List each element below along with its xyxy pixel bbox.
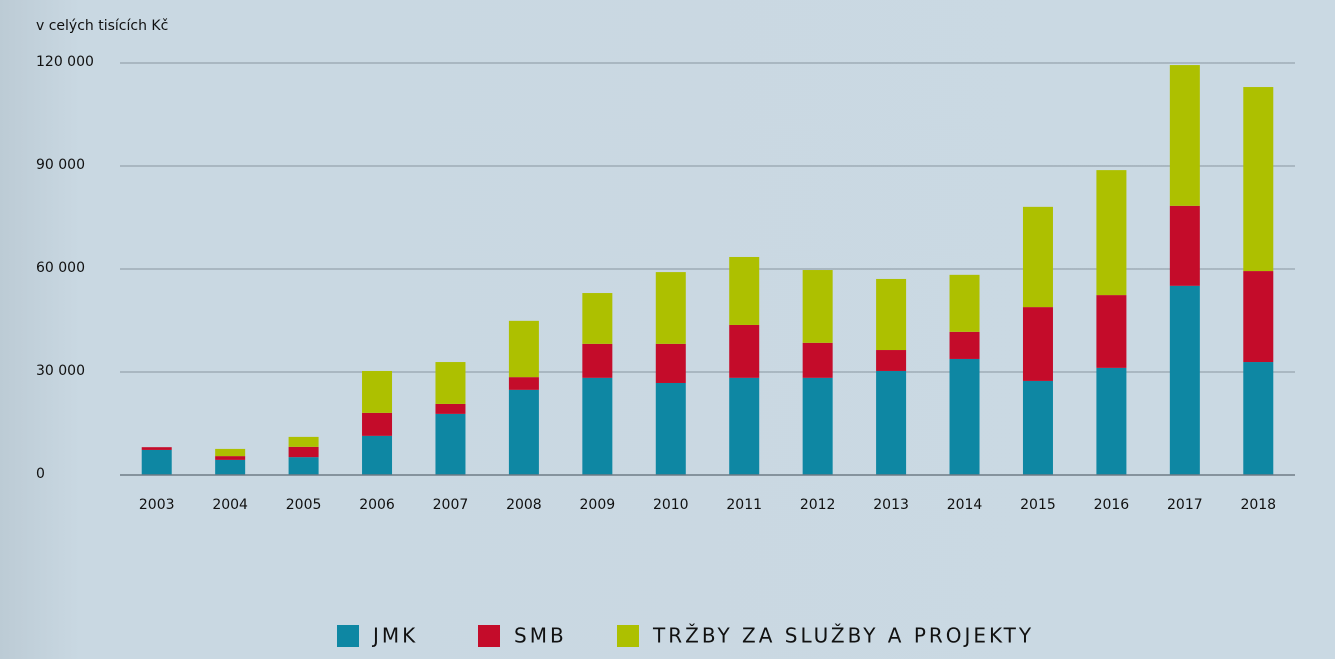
x-tick-label: 2006 <box>359 497 395 513</box>
bar-segment <box>1169 205 1200 286</box>
bar-segment <box>1169 285 1200 475</box>
legend-label: JMK <box>371 624 418 648</box>
bar-segment <box>362 412 393 436</box>
bar-segment <box>876 370 907 475</box>
bar-segment <box>729 324 760 378</box>
bar-segment <box>215 456 246 460</box>
bar-segment <box>1096 295 1127 368</box>
x-tick-label: 2009 <box>580 497 616 513</box>
legend-swatch <box>337 625 359 647</box>
bar-segment <box>215 459 246 475</box>
bar-segment <box>508 320 539 378</box>
x-tick-label: 2004 <box>212 497 248 513</box>
bar-segment <box>802 377 833 475</box>
x-tick-label: 2012 <box>800 497 836 513</box>
x-tick-label: 2007 <box>433 497 469 513</box>
unit-label: v celých tisících Kč <box>36 18 168 34</box>
bar-segment <box>876 278 907 351</box>
y-tick-label: 120 000 <box>36 54 94 70</box>
bar-segment <box>1096 170 1127 296</box>
bar-segment <box>1243 362 1274 475</box>
legend-swatch <box>478 625 500 647</box>
bar-segment <box>729 377 760 475</box>
x-tick-label: 2016 <box>1094 497 1130 513</box>
bar-segment <box>582 293 613 344</box>
bar-segment <box>1169 65 1200 206</box>
x-tick-label: 2005 <box>286 497 322 513</box>
bar-segment <box>288 446 319 458</box>
x-tick-label: 2010 <box>653 497 689 513</box>
y-tick-label: 30 000 <box>36 363 85 379</box>
x-tick-label: 2018 <box>1240 497 1276 513</box>
bar-segment <box>362 370 393 413</box>
bar-segment <box>1243 87 1274 272</box>
bar-segment <box>582 343 613 378</box>
bar-segment <box>655 382 686 475</box>
y-tick-label: 0 <box>36 466 45 482</box>
bar-segment <box>508 389 539 475</box>
bar-segment <box>1096 367 1127 475</box>
bar-segment <box>1022 307 1053 381</box>
bar-segment <box>876 350 907 371</box>
x-tick-label: 2011 <box>726 497 762 513</box>
bar-segment <box>141 449 172 475</box>
bar-segment <box>949 274 980 332</box>
x-tick-label: 2014 <box>947 497 983 513</box>
bar-segment <box>508 377 539 390</box>
bar-segment <box>802 270 833 343</box>
bar-segment <box>141 447 172 450</box>
bar-segment <box>582 377 613 475</box>
x-tick-label: 2015 <box>1020 497 1056 513</box>
bar-segment <box>802 342 833 378</box>
y-tick-label: 60 000 <box>36 260 85 276</box>
bar-segment <box>729 256 760 325</box>
legend-label: SMB <box>514 624 567 648</box>
bar-segment <box>655 343 686 383</box>
bar-segment <box>949 331 980 359</box>
bar-segment <box>1243 271 1274 363</box>
bar-segment <box>1022 206 1053 308</box>
x-tick-label: 2003 <box>139 497 175 513</box>
y-tick-label: 90 000 <box>36 157 85 173</box>
bar-segment <box>949 358 980 475</box>
x-tick-label: 2013 <box>873 497 909 513</box>
bar-segment <box>435 413 466 475</box>
bar-segment <box>655 272 686 344</box>
legend-label: TRŽBY ZA SLUŽBY A PROJEKTY <box>652 624 1034 648</box>
bar-segment <box>435 403 466 414</box>
bar-segment <box>362 435 393 475</box>
bar-segment <box>435 362 466 404</box>
bar-segment <box>1022 380 1053 475</box>
x-tick-label: 2017 <box>1167 497 1203 513</box>
bar-segment <box>215 448 246 457</box>
bar-segment <box>288 436 319 447</box>
x-tick-label: 2008 <box>506 497 542 513</box>
legend-swatch <box>617 625 639 647</box>
bar-segment <box>288 457 319 475</box>
